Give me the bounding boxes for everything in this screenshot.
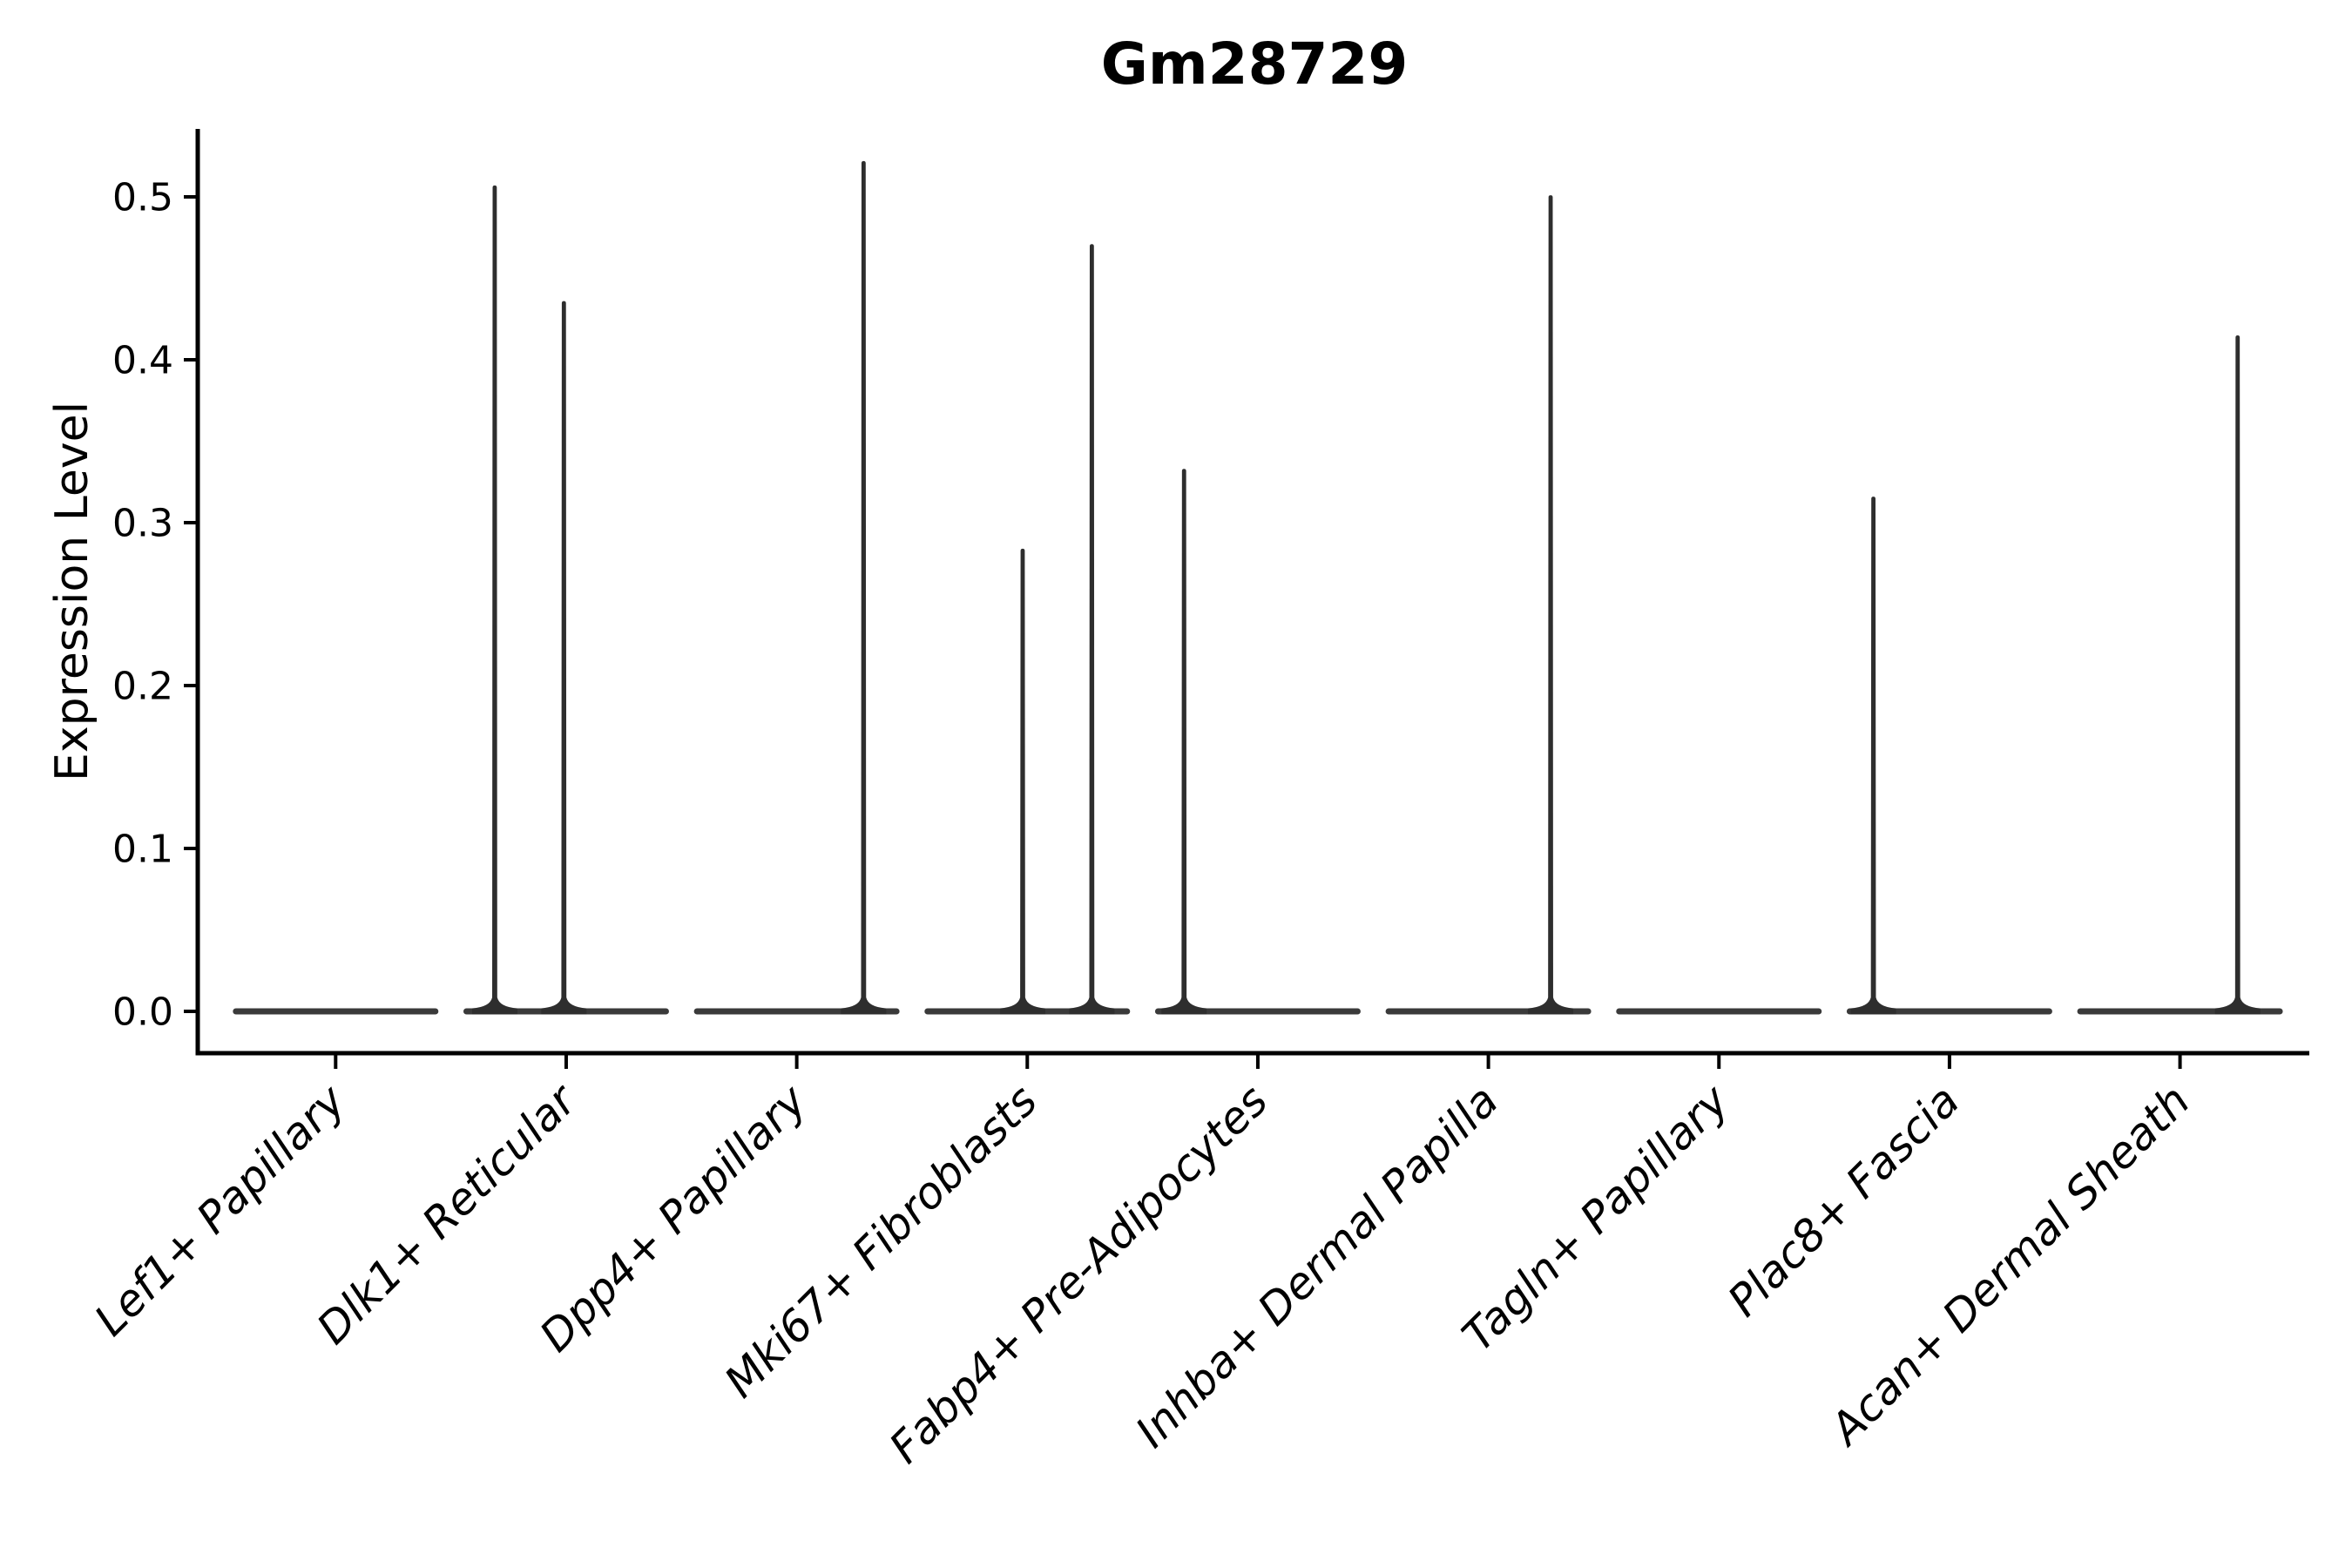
violin-spike bbox=[1069, 244, 1115, 1015]
x-tick-label: Lef1+ Papillary bbox=[84, 1074, 355, 1345]
violin-baseline bbox=[233, 1008, 439, 1015]
violin-spike bbox=[1528, 195, 1574, 1015]
violin-spike bbox=[1161, 469, 1207, 1015]
violin bbox=[1154, 469, 1361, 1015]
y-axis-label: Expression Level bbox=[46, 402, 98, 781]
chart-title: Gm28729 bbox=[1101, 30, 1409, 98]
violin bbox=[463, 185, 669, 1015]
y-tick-label: 0.0 bbox=[112, 990, 173, 1034]
violin-baseline bbox=[1616, 1008, 1822, 1015]
violin-baseline bbox=[1846, 1008, 2052, 1015]
violin-spike bbox=[471, 185, 517, 1015]
violin-spike bbox=[541, 301, 587, 1015]
violin-layer bbox=[233, 160, 2283, 1015]
axes-layer bbox=[184, 129, 2309, 1069]
violin bbox=[693, 160, 900, 1015]
x-tick-label: Fabp4+ Pre-Adipocytes bbox=[880, 1075, 1278, 1473]
y-tick-label: 0.2 bbox=[112, 664, 173, 708]
violin bbox=[2077, 335, 2283, 1015]
y-tick-label: 0.3 bbox=[112, 501, 173, 545]
violin bbox=[233, 1008, 439, 1015]
violin-spike bbox=[999, 548, 1045, 1015]
y-tick-label: 0.1 bbox=[112, 827, 173, 871]
violin bbox=[924, 244, 1131, 1015]
y-tick-label: 0.5 bbox=[112, 175, 173, 220]
x-tick-label: Plac8+ Fascia bbox=[1718, 1075, 1969, 1326]
violin-spike bbox=[1850, 497, 1896, 1015]
violin bbox=[1616, 1008, 1822, 1015]
violin-spike bbox=[2214, 335, 2261, 1015]
violin-spike bbox=[841, 160, 887, 1015]
violin bbox=[1385, 195, 1592, 1015]
y-tick-label: 0.4 bbox=[112, 338, 173, 382]
violin bbox=[1846, 497, 2052, 1015]
